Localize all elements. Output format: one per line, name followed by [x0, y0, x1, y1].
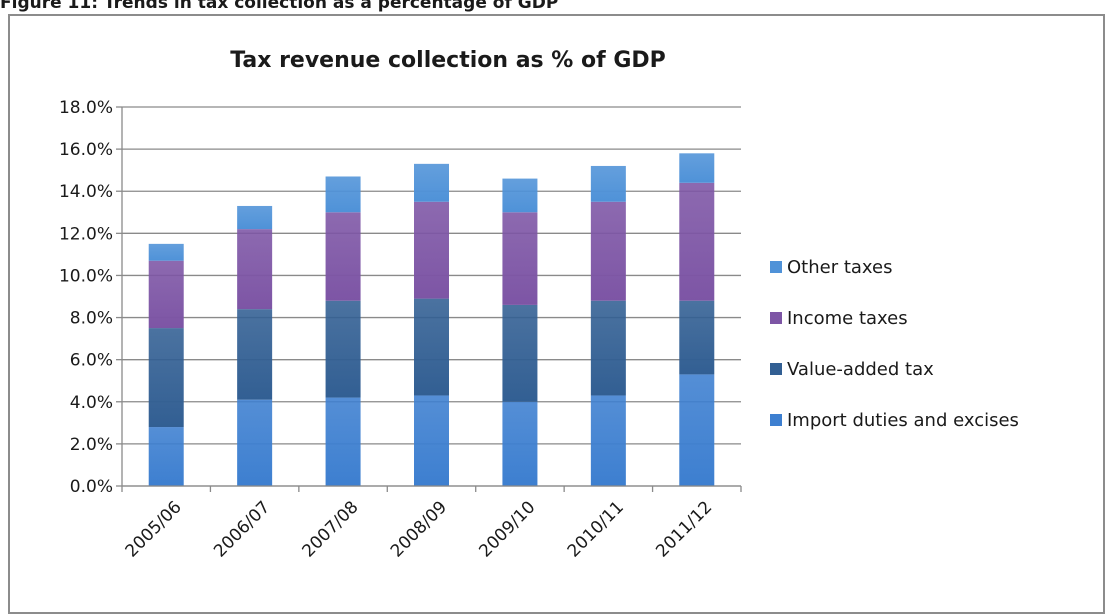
legend-label: Income taxes — [787, 308, 908, 329]
x-category-label: 2010/11 — [564, 497, 628, 561]
bar-segment — [237, 205, 273, 230]
legend: Other taxes Income taxes Value-added tax Im… — [770, 257, 1019, 431]
legend-label: Import duties and excises — [787, 410, 1019, 431]
y-tick-label: 16.0% — [59, 140, 113, 160]
bar-segment — [679, 153, 715, 183]
bar-segment — [325, 300, 361, 398]
y-tick-label: 18.0% — [59, 98, 113, 118]
legend-swatch — [770, 363, 782, 375]
bar-segment — [679, 374, 715, 486]
legend-label: Value-added tax — [787, 359, 934, 380]
y-tick-label: 8.0% — [70, 309, 113, 329]
x-category-labels: 2005/06 2006/07 2007/08 2008/09 2009/10 2010/… — [122, 497, 717, 561]
bar-segment — [679, 182, 715, 301]
bar-segment — [414, 163, 449, 202]
legend-swatch — [770, 414, 782, 426]
bar-segment — [148, 243, 184, 261]
bar-segment — [502, 304, 538, 402]
bar-segment — [325, 212, 361, 301]
bar-segment — [502, 178, 538, 213]
bar-segment — [502, 401, 538, 486]
bar-segment — [414, 395, 449, 486]
chart-title: Tax revenue collection as % of GDP — [230, 48, 666, 73]
bar-segment — [414, 201, 449, 299]
y-tick-label: 6.0% — [70, 351, 113, 371]
bar-segment — [590, 165, 626, 202]
bar-segment — [148, 328, 184, 428]
bar-segment — [590, 300, 626, 396]
bar-segment — [590, 395, 626, 486]
legend-swatch — [770, 261, 782, 273]
bar-segment — [148, 427, 184, 486]
bar-segment — [148, 260, 184, 329]
y-tick-label: 10.0% — [59, 266, 113, 286]
bar-segment — [590, 201, 626, 301]
y-tick-label: 14.0% — [59, 182, 113, 202]
bars — [148, 153, 715, 486]
chart-frame: Tax revenue collection as % of GDP 0.0% 2… — [8, 14, 1105, 614]
bar-segment — [325, 397, 361, 486]
x-category-label: 2009/10 — [475, 497, 539, 561]
axes — [116, 106, 742, 492]
bar-segment — [237, 309, 273, 400]
stacked-bar-chart: Tax revenue collection as % of GDP 0.0% 2… — [59, 48, 1019, 561]
y-tick-label: 4.0% — [70, 393, 113, 413]
y-tick-labels: 0.0% 2.0% 4.0% 6.0% 8.0% 10.0% 12.0% 14.0% 16.0%… — [59, 98, 113, 497]
x-category-label: 2008/09 — [387, 497, 451, 561]
x-category-label: 2007/08 — [299, 497, 363, 561]
bar-segment — [502, 212, 538, 305]
bar-segment — [237, 229, 273, 310]
bar-segment — [414, 298, 449, 396]
bar-segment — [325, 176, 361, 213]
y-tick-label: 0.0% — [70, 477, 113, 497]
legend-swatch — [770, 312, 782, 324]
legend-label: Other taxes — [787, 257, 892, 278]
x-category-label: 2011/12 — [652, 497, 716, 561]
figure-caption: Figure 11: Trends in tax collection as a… — [0, 0, 559, 13]
y-tick-label: 2.0% — [70, 435, 113, 455]
bar-segment — [237, 399, 273, 486]
x-category-label: 2005/06 — [122, 497, 186, 561]
x-category-label: 2006/07 — [210, 497, 274, 561]
bar-segment — [679, 300, 715, 375]
y-tick-label: 12.0% — [59, 224, 113, 244]
